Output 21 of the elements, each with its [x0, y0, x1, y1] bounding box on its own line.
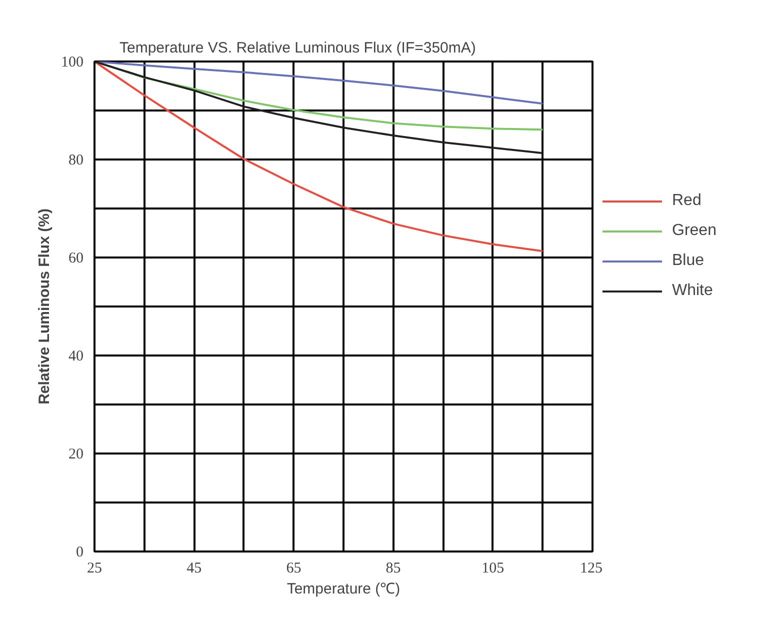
y-tick-label: 60: [68, 250, 84, 266]
x-tick-label: 85: [386, 560, 401, 576]
y-tick-label: 20: [68, 446, 84, 462]
line-series: [94, 62, 544, 154]
x-tick-label: 65: [286, 560, 302, 576]
line-series: [94, 62, 544, 252]
x-tick-label: 105: [482, 560, 504, 576]
legend-label: Blue: [672, 252, 704, 270]
x-tick-label: 25: [87, 560, 102, 576]
y-tick-label: 100: [61, 54, 84, 70]
chart-title: Temperature VS. Relative Luminous Flux (IF=350mA): [120, 40, 476, 56]
legend-label: Green: [672, 222, 716, 240]
legend-label: White: [672, 282, 713, 300]
y-tick-label: 0: [76, 544, 84, 560]
legend-label: Red: [672, 192, 702, 210]
x-tick-label: 125: [580, 560, 602, 576]
x-tick-label: 45: [186, 560, 202, 576]
y-tick-label: 80: [68, 152, 84, 168]
y-axis-title: Relative Luminous Flux (%): [36, 208, 53, 404]
y-tick-label: 40: [68, 348, 84, 364]
x-axis-title: Temperature (℃): [286, 580, 400, 598]
